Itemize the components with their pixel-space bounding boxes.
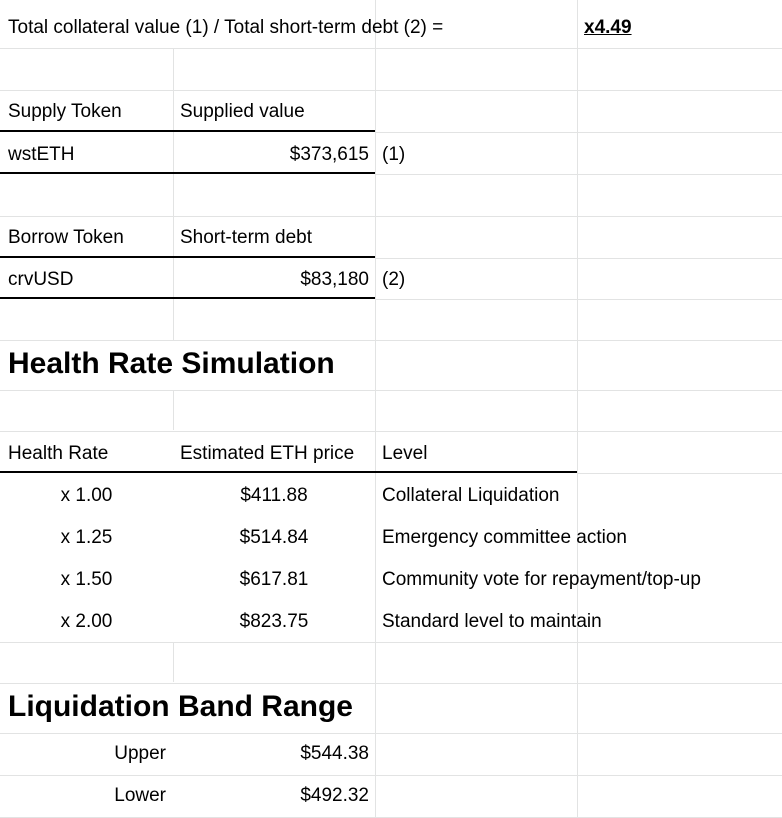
- borrow-token-header[interactable]: Borrow Token: [8, 227, 124, 248]
- band-label-cell[interactable]: Lower: [114, 785, 166, 806]
- title-cell-bg: [0, 341, 375, 389]
- grid-line: [0, 642, 782, 643]
- level-cell[interactable]: Emergency committee action: [382, 527, 627, 548]
- borrow-note-cell[interactable]: (2): [382, 269, 406, 290]
- table-border: [0, 172, 375, 174]
- grid-line: [0, 683, 782, 684]
- supply-token-cell[interactable]: wstETH: [8, 144, 75, 165]
- grid-line: [0, 775, 782, 776]
- level-cell[interactable]: Community vote for repayment/top-up: [382, 569, 701, 590]
- level-cell[interactable]: Standard level to maintain: [382, 611, 602, 632]
- supplied-value-cell[interactable]: $373,615: [289, 144, 369, 165]
- health-rate-header[interactable]: Health Rate: [8, 443, 109, 464]
- grid-line: [173, 642, 174, 682]
- grid-line: [0, 431, 782, 432]
- health-rate-cell[interactable]: x 1.00: [60, 485, 113, 506]
- short-term-debt-header[interactable]: Short-term debt: [180, 227, 312, 248]
- grid-line: [375, 0, 376, 818]
- supply-note-cell[interactable]: (1): [382, 144, 406, 165]
- grid-line: [0, 340, 782, 341]
- grid-line: [375, 258, 782, 259]
- band-value-cell[interactable]: $544.38: [300, 743, 369, 764]
- eth-price-cell[interactable]: $617.81: [239, 569, 309, 590]
- health-rate-cell[interactable]: x 1.50: [60, 569, 113, 590]
- grid-line: [577, 0, 578, 818]
- grid-line: [0, 48, 782, 49]
- level-cell[interactable]: Collateral Liquidation: [382, 485, 560, 506]
- grid-line: [0, 216, 782, 217]
- level-header[interactable]: Level: [382, 443, 428, 464]
- table-border: [0, 297, 375, 299]
- eth-price-cell[interactable]: $514.84: [239, 527, 309, 548]
- borrow-token-cell[interactable]: crvUSD: [8, 269, 74, 290]
- short-term-debt-cell[interactable]: $83,180: [300, 269, 369, 290]
- grid-line: [173, 390, 174, 430]
- table-border: [0, 471, 577, 473]
- band-value-cell[interactable]: $492.32: [300, 785, 369, 806]
- eth-price-header[interactable]: Estimated ETH price: [180, 443, 355, 464]
- eth-price-cell[interactable]: $823.75: [239, 611, 309, 632]
- supplied-value-header[interactable]: Supplied value: [180, 101, 305, 122]
- grid-line: [375, 174, 782, 175]
- grid-line: [173, 48, 174, 182]
- liquidation-section-title[interactable]: Liquidation Band Range: [8, 690, 353, 723]
- ratio-value[interactable]: x4.49: [584, 17, 632, 38]
- grid-line: [0, 733, 782, 734]
- title-cell-bg: [0, 684, 375, 732]
- grid-line: [0, 390, 782, 391]
- health-rate-cell[interactable]: x 1.25: [60, 527, 113, 548]
- supply-token-header[interactable]: Supply Token: [8, 101, 122, 122]
- table-border: [0, 256, 375, 258]
- grid-line: [577, 473, 782, 474]
- health-section-title[interactable]: Health Rate Simulation: [8, 347, 335, 380]
- grid-line: [0, 90, 782, 91]
- table-border: [0, 130, 375, 132]
- eth-price-cell[interactable]: $411.88: [240, 485, 308, 506]
- band-label-cell[interactable]: Upper: [114, 743, 166, 764]
- grid-line: [375, 132, 782, 133]
- grid-line: [375, 299, 782, 300]
- health-rate-cell[interactable]: x 2.00: [60, 611, 113, 632]
- ratio-label[interactable]: Total collateral value (1) / Total short…: [8, 17, 444, 38]
